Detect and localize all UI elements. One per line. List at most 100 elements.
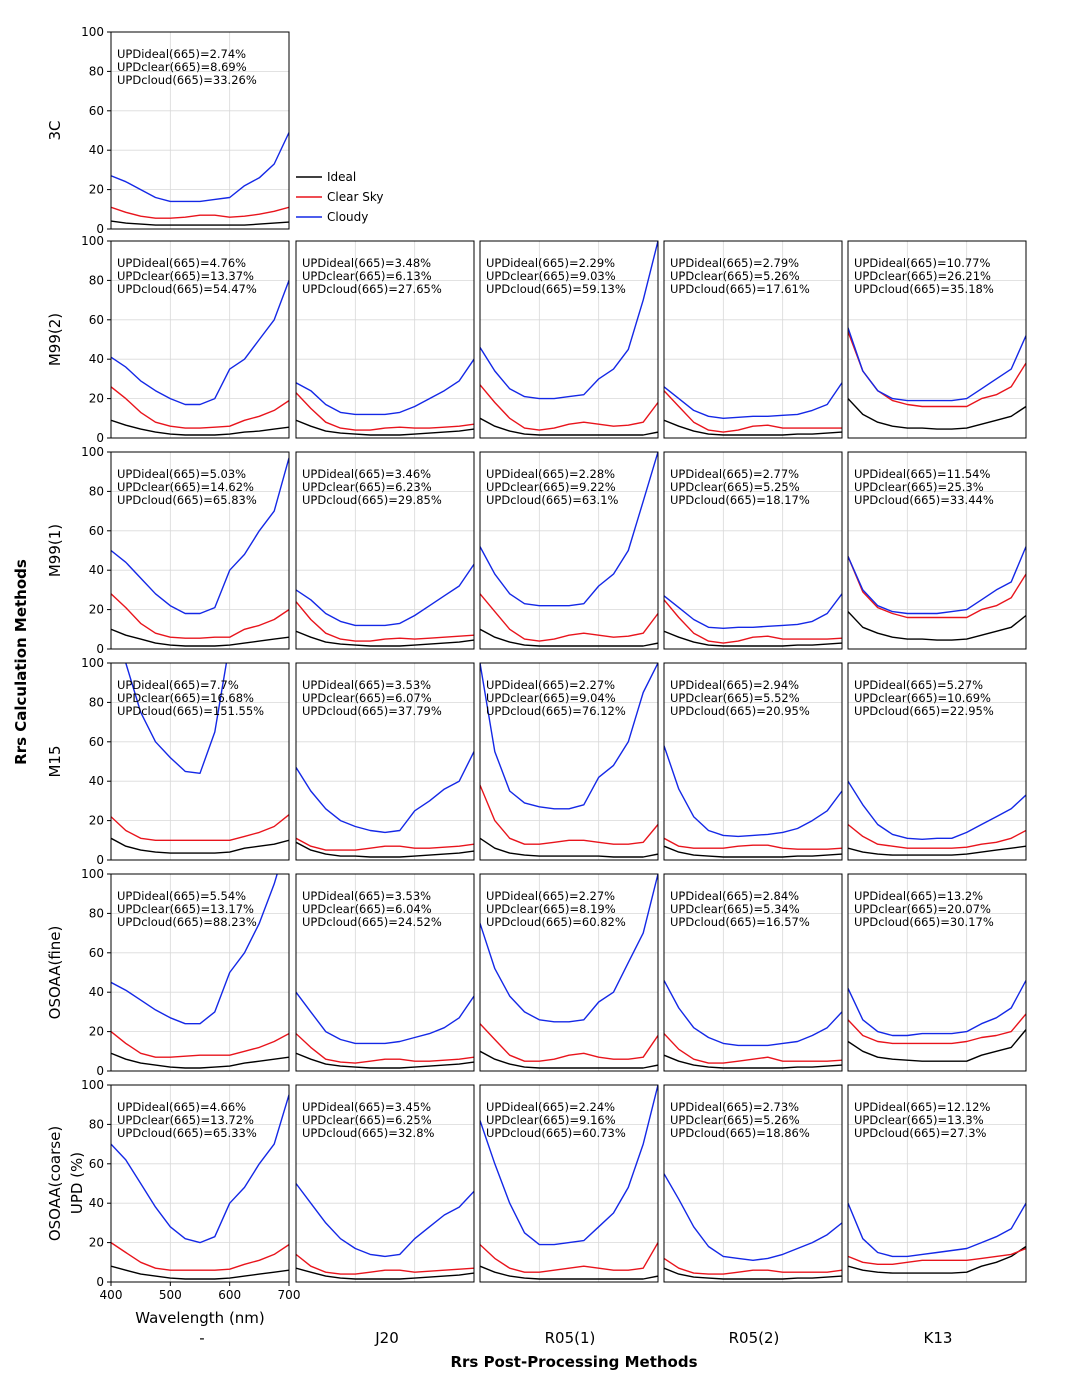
y-tick-label: 0 [96,853,104,867]
y-tick-label: 40 [89,985,104,999]
series-line-ideal [480,628,658,647]
panel-frame [663,451,843,650]
y-tick-label: 0 [96,1064,104,1078]
series-line-clear [664,599,842,644]
panel: UPDideal(665)=2.24%UPDclear(665)=9.16%UP… [479,1084,659,1283]
upd-annotation: UPDclear(665)=9.22% [486,480,616,494]
x-tick-label: 500 [159,1288,182,1302]
series-line-cloud [111,457,289,615]
panel: UPDideal(665)=12.12%UPDclear(665)=13.3%U… [847,1084,1027,1283]
panel: UPDideal(665)=3.46%UPDclear(665)=6.23%UP… [295,451,475,650]
upd-annotation: UPDcloud(665)=88.23% [117,915,257,929]
panel-background [296,452,474,649]
series-line-ideal [480,1050,658,1069]
series-line-ideal [111,837,289,854]
series-line-cloud [664,980,842,1047]
series-line-cloud [664,1173,842,1261]
upd-annotation: UPDcloud(665)=35.18% [854,282,994,296]
panel: UPDideal(665)=3.45%UPDclear(665)=6.25%UP… [295,1084,475,1283]
y-tick-label: 40 [89,352,104,366]
series-line-cloud [111,132,289,203]
upd-annotation: UPDclear(665)=8.19% [486,902,616,916]
upd-annotation: UPDcloud(665)=60.73% [486,1126,626,1140]
series-line-cloud [664,593,842,629]
series-group [296,1183,474,1280]
panel-frame [479,451,659,650]
y-tick-label: 100 [81,656,104,670]
y-tick-label: 80 [89,695,104,709]
series-line-clear [111,206,289,219]
column-label: R05(2) [729,1329,780,1347]
series-line-clear [111,1242,289,1271]
upd-annotation: UPDclear(665)=10.69% [854,691,991,705]
series-line-clear [480,1242,658,1273]
panel: UPDideal(665)=4.76%UPDclear(665)=13.37%U… [81,234,290,445]
panel: UPDideal(665)=11.54%UPDclear(665)=25.3%U… [847,451,1027,650]
panel-frame [110,31,290,230]
series-line-ideal [296,1052,474,1069]
panel-frame [295,451,475,650]
y-tick-label: 20 [89,603,104,617]
panel-background [480,1085,658,1282]
upd-annotation: UPDclear(665)=6.07% [302,691,432,705]
y-tick-label: 80 [89,484,104,498]
series-line-clear [111,1031,289,1058]
series-line-clear [111,814,289,841]
series-group [848,1202,1026,1274]
upd-annotation: UPDcloud(665)=27.3% [854,1126,987,1140]
panel-background [664,452,842,649]
series-line-cloud [296,1183,474,1258]
series-line-cloud [848,546,1026,615]
upd-annotation: UPDideal(665)=2.84% [670,889,799,903]
series-line-ideal [848,1029,1026,1062]
legend-label-cloudy: Cloudy [327,210,368,224]
x-tick-label: 700 [278,1288,301,1302]
upd-annotation: UPDclear(665)=6.13% [302,269,432,283]
series-group [480,874,658,1069]
series-group [848,327,1026,430]
upd-annotation: UPDcloud(665)=29.85% [302,493,442,507]
panel-frame [479,1084,659,1283]
upd-annotation: UPDideal(665)=12.12% [854,1100,991,1114]
y-tick-label: 20 [89,392,104,406]
upd-annotation: UPDideal(665)=5.54% [117,889,246,903]
series-line-cloud [480,452,658,607]
y-axis-label: UPD (%) [68,1152,86,1214]
x-tick-label: 600 [218,1288,241,1302]
series-line-clear [664,1257,842,1275]
panel: UPDideal(665)=2.94%UPDclear(665)=5.52%UP… [663,662,843,861]
upd-annotation: UPDideal(665)=4.66% [117,1100,246,1114]
series-line-clear [480,384,658,431]
panel: UPDideal(665)=5.27%UPDclear(665)=10.69%U… [847,662,1027,861]
series-line-ideal [480,1265,658,1280]
series-line-cloud [296,563,474,627]
upd-annotation: UPDclear(665)=5.34% [670,902,800,916]
panel-background [848,663,1026,860]
panel: UPDideal(665)=2.27%UPDclear(665)=8.19%UP… [479,873,659,1072]
panel-frame [847,662,1027,861]
panel: UPDideal(665)=5.54%UPDclear(665)=13.17%U… [81,867,290,1078]
upd-annotation: UPDcloud(665)=17.61% [670,282,810,296]
series-line-cloud [848,1202,1026,1258]
series-line-ideal [296,841,474,858]
series-line-cloud [111,280,289,406]
row-label: M99(1) [46,524,64,577]
upd-annotation: UPDclear(665)=8.69% [117,60,247,74]
panel: UPDideal(665)=3.48%UPDclear(665)=6.13%UP… [295,240,475,439]
series-group [664,1173,842,1280]
upd-annotation: UPDcloud(665)=65.33% [117,1126,257,1140]
series-group [111,132,289,226]
series-line-ideal [111,1265,289,1280]
series-line-clear [664,1033,842,1064]
series-group [111,457,289,647]
series-line-cloud [480,241,658,400]
series-line-cloud [125,663,228,774]
panel-background [480,663,658,860]
upd-annotation: UPDcloud(665)=18.86% [670,1126,810,1140]
panel-grid: 3C M99(2) M99(1) M15 OSOAA(fine) OSOAA(coarse… [46,25,1027,1302]
upd-annotation: UPDclear(665)=13.72% [117,1113,254,1127]
series-line-ideal [480,837,658,858]
panel-frame [295,873,475,1072]
panel-frame [847,873,1027,1072]
